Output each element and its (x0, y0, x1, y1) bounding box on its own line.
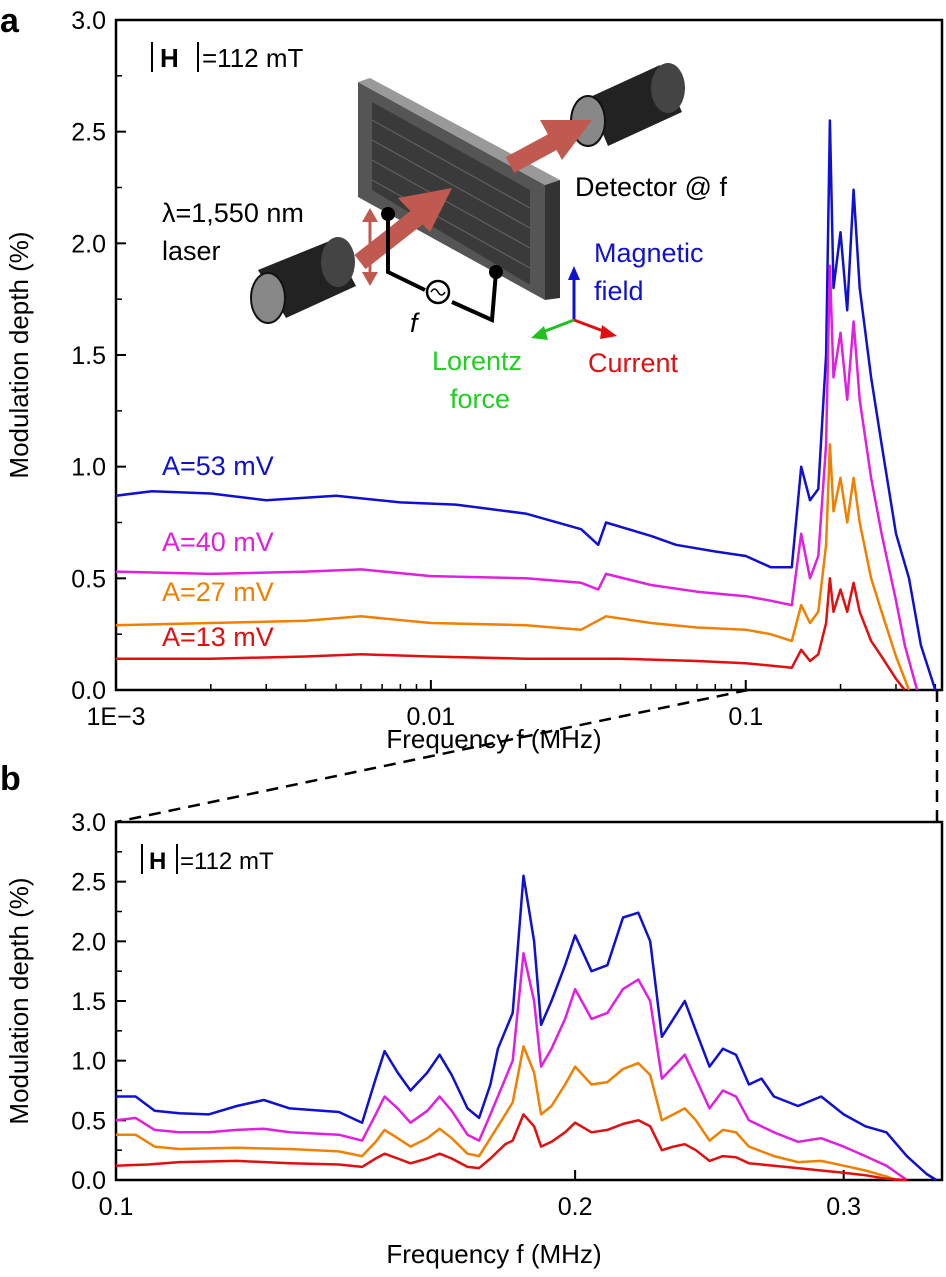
series-line (115, 443, 911, 691)
series-line (115, 264, 919, 691)
y-tick-label: 0.0 (71, 1167, 106, 1195)
series-line (115, 1113, 907, 1182)
series-line (115, 119, 937, 691)
field-symbol-b: H (149, 848, 166, 875)
x-axis-label: Frequency f (MHz) (386, 1239, 601, 1269)
y-tick-label: 2.0 (71, 928, 106, 956)
zoom-line-left (115, 688, 749, 824)
series-line (116, 1045, 898, 1182)
magnetic-label-1: Magnetic (594, 238, 704, 268)
x-tick-label: 0.1 (728, 703, 763, 731)
panel-a-plot: 0.00.51.01.52.02.53.01E−3 0.01 0.1Frequenc… (4, 7, 944, 754)
current-label: Current (588, 348, 679, 378)
zoom-connector (115, 688, 939, 824)
detector-cylinder (570, 63, 685, 147)
field-symbol-a: H (160, 43, 179, 73)
lorentz-axis (539, 318, 575, 335)
panel-b-letter: b (0, 760, 21, 798)
lorentz-label-1: Lorentz (432, 346, 522, 376)
magnetic-label-2: field (594, 276, 644, 306)
y-axis-label: Modulation depth (%) (4, 231, 34, 478)
x-tick-label: 0.2 (558, 1193, 593, 1221)
y-tick-label: 3.0 (71, 809, 106, 837)
plot-frame (114, 820, 944, 1182)
beam-out (505, 130, 565, 173)
panel-a-field-label: H =112 mT (151, 42, 304, 73)
series-label: A=27 mV (162, 577, 274, 607)
series-label: A=40 mV (162, 527, 274, 557)
y-tick-label: 1.0 (71, 454, 106, 482)
field-value-b: =112 mT (180, 848, 274, 875)
inset-schematic: λ=1,550 nm laser Detector @ f Magnetic f… (162, 63, 727, 414)
x-tick-label: 1E−3 (86, 703, 145, 731)
panel-b-plot: 0.0 0.5 1.0 1.5 2.0 2.5 3.0 0.1 0.2 0.3 Frequency … (4, 809, 944, 1269)
y-tick-label: 2.0 (71, 230, 106, 258)
current-axis (573, 318, 607, 334)
series-label: A=13 mV (162, 622, 274, 652)
laser-label: laser (162, 236, 221, 266)
y-tick-label: 2.5 (71, 119, 106, 147)
y-tick-label: 0.5 (71, 565, 106, 593)
x-tick-label: 0.3 (826, 1193, 861, 1221)
series-line (116, 874, 937, 1182)
y-tick-label: 1.0 (71, 1048, 106, 1076)
panel-a-letter: a (0, 2, 20, 40)
y-tick-label: 0.0 (71, 677, 106, 705)
laser-cylinder (250, 237, 356, 324)
detector-label: Detector @ f (575, 172, 727, 202)
panel-b-field-label: H =112 mT (141, 844, 274, 875)
y-tick-label: 2.5 (71, 869, 106, 897)
y-axis-label: Modulation depth (%) (4, 877, 34, 1124)
series-line (115, 952, 908, 1182)
f-label: f (410, 308, 420, 338)
wavelength-label: λ=1,550 nm (162, 198, 304, 228)
x-tick-label: 0.1 (99, 1193, 134, 1221)
series-line (116, 577, 906, 691)
y-tick-label: 1.5 (71, 988, 106, 1016)
field-value-a: =112 mT (202, 43, 304, 73)
series-label: A=53 mV (162, 451, 274, 481)
y-tick-label: 0.5 (71, 1107, 106, 1135)
y-tick-label: 3.0 (71, 7, 106, 35)
y-tick-label: 1.5 (71, 342, 106, 370)
lorentz-label-2: force (450, 384, 510, 414)
x-tick-label: 0.01 (407, 703, 456, 731)
